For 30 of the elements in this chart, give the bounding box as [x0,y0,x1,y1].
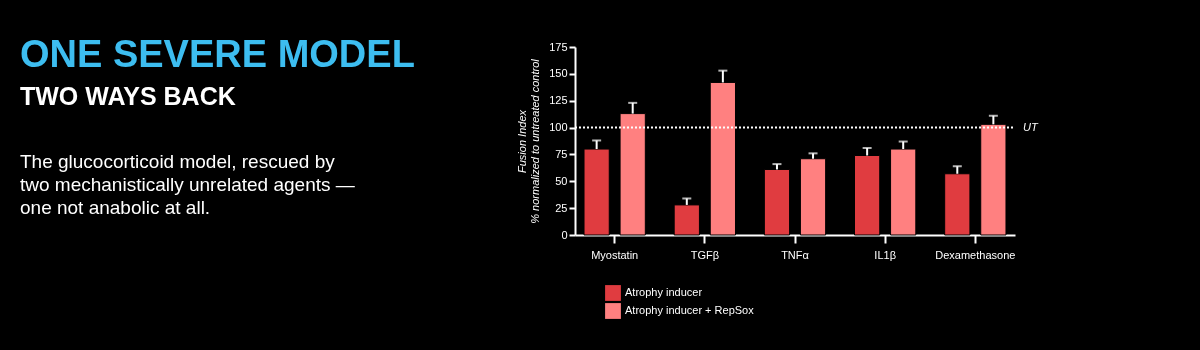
legend-label: Atrophy inducer [625,286,703,298]
bar [890,148,917,236]
ref-line-label: UT [1023,120,1039,133]
y-tick-label: 50 [555,174,568,187]
y-axis-title: Fusion Index % normalized to untreated control [516,58,542,224]
y-tick-label: 175 [549,40,568,53]
y-tick-label: 150 [549,67,568,80]
bar [763,168,791,236]
x-tick-label: TGFβ [690,248,719,261]
y-tick-label: 25 [555,201,568,214]
bar [673,204,700,236]
x-tick-label: Myostatin [591,248,639,261]
bar [619,113,646,236]
x-tick-label: TNFα [781,248,810,261]
bar [583,148,610,236]
text: ONE SEVERE MODEL [20,33,415,75]
bar [980,123,1007,236]
legend-label: Atrophy inducer + RepSox [625,304,755,316]
bar [854,155,881,236]
y-tick-label: 125 [549,94,568,107]
bar [944,173,971,236]
text: The glucocorticoid model, rescued by two mechanistically unrelated agents — one not anabolic at all. [20,151,355,218]
y-tick-label: 100 [549,121,568,134]
y-tick-label: 75 [555,147,568,160]
bar [709,81,736,236]
x-tick-label: IL1β [874,248,896,261]
text: TWO WAYS BACK [20,82,236,110]
x-tick-label: Dexamethasone [935,248,1016,261]
bar [799,158,827,236]
y-tick-label: 0 [561,228,568,241]
